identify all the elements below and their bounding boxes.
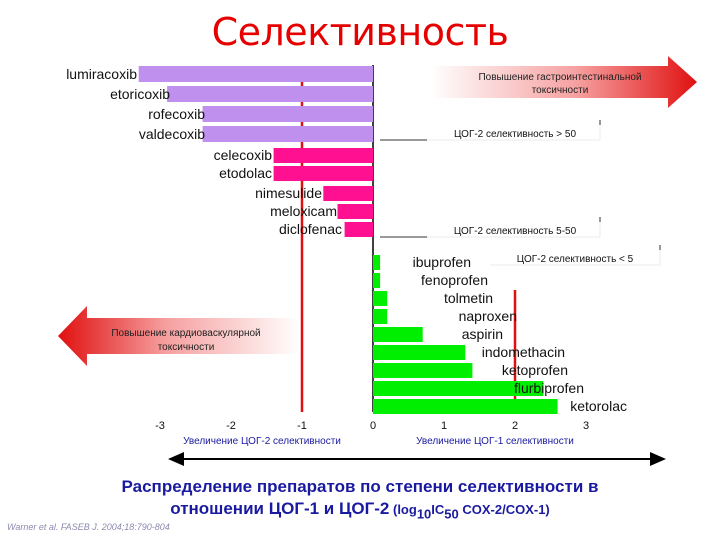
caption-formula-ratio: COX-2/COX-1) xyxy=(458,502,550,517)
x-tick-label-3: 0 xyxy=(370,420,376,432)
caption-line-1: Распределение препаратов по степени селе… xyxy=(121,477,599,496)
bar-etodolac xyxy=(273,166,373,181)
reference: Warner et al. FASEB J. 2004;18:790-804 xyxy=(7,522,170,532)
bar-label-etodolac: etodolac xyxy=(219,165,272,181)
group-label-1: ЦОГ-2 селективность 5-50 xyxy=(454,226,577,237)
caption-formula-ic: IC xyxy=(431,502,445,517)
x-tick-label-5: 2 xyxy=(512,420,518,432)
caption-line-2: отношении ЦОГ-1 и ЦОГ-2 (log10IC50 COX-2… xyxy=(0,499,720,521)
gi-toxicity-label-1: Повышение гастроинтестинальной xyxy=(478,72,641,83)
bar-label-aspirin: aspirin xyxy=(462,326,503,342)
bar-meloxicam xyxy=(337,204,373,219)
bar-nimesulide xyxy=(323,186,373,201)
bar-aspirin xyxy=(373,327,423,342)
bar-label-rofecoxib: rofecoxib xyxy=(148,106,205,122)
cv-toxicity-label-1: Повышение кардиоваскулярной xyxy=(111,328,260,339)
x-axis-arrowhead-right xyxy=(650,452,666,466)
gi-toxicity-arrow xyxy=(430,56,697,108)
bar-label-ketorolac: ketorolac xyxy=(570,398,627,414)
bar-label-naproxen: naproxen xyxy=(459,308,517,324)
bar-rofecoxib xyxy=(202,106,373,122)
bar-lumiracoxib xyxy=(138,66,373,82)
bar-label-diclofenac: diclofenac xyxy=(279,221,342,237)
group-label-2: ЦОГ-2 селективность < 5 xyxy=(517,254,634,265)
bar-indomethacin xyxy=(373,345,466,360)
bar-label-tolmetin: tolmetin xyxy=(444,290,493,306)
bar-ibuprofen xyxy=(373,255,381,270)
bar-label-lumiracoxib: lumiracoxib xyxy=(66,66,137,82)
caption-sub-50: 50 xyxy=(444,506,459,522)
bar-label-meloxicam: meloxicam xyxy=(270,203,337,219)
bar-label-valdecoxib: valdecoxib xyxy=(139,126,205,142)
group-label-bg-2 xyxy=(487,250,663,266)
caption-formula-a: (log xyxy=(389,502,417,517)
x-tick-label-6: 3 xyxy=(583,420,589,432)
bar-label-etoricoxib: etoricoxib xyxy=(110,86,170,102)
bar-naproxen xyxy=(373,309,388,324)
group-label-bg-1 xyxy=(427,222,603,238)
gi-toxicity-label-2: токсичности xyxy=(532,85,589,96)
caption-sub-10: 10 xyxy=(416,506,432,522)
caption-line-2-main: отношении ЦОГ-1 и ЦОГ-2 xyxy=(170,499,390,518)
bar-diclofenac xyxy=(344,222,373,237)
bar-label-flurbiprofen: flurbiprofen xyxy=(514,380,584,396)
bar-ketoprofen xyxy=(373,363,473,378)
bar-label-ibuprofen: ibuprofen xyxy=(413,254,471,270)
group-label-bg-0 xyxy=(427,125,603,141)
bar-label-fenoprofen: fenoprofen xyxy=(421,272,488,288)
x-tick-label-4: 1 xyxy=(441,420,447,432)
bar-label-indomethacin: indomethacin xyxy=(482,344,565,360)
bar-etoricoxib xyxy=(167,86,373,102)
bar-label-ketoprofen: ketoprofen xyxy=(502,362,568,378)
bar-tolmetin xyxy=(373,291,388,306)
group-label-0: ЦОГ-2 селективность > 50 xyxy=(454,129,576,140)
x-axis-arrowhead-left xyxy=(168,452,184,466)
slide-title: Селективность xyxy=(211,10,509,54)
x-axis-label-right: Увеличение ЦОГ-1 селективности xyxy=(416,436,574,447)
cv-toxicity-arrow xyxy=(58,306,300,366)
bar-label-nimesulide: nimesulide xyxy=(255,185,322,201)
bar-fenoprofen xyxy=(373,273,381,288)
bar-celecoxib xyxy=(273,148,373,163)
bar-flurbiprofen xyxy=(373,381,544,396)
x-tick-label-2: -1 xyxy=(297,420,307,432)
bar-valdecoxib xyxy=(202,126,373,142)
x-tick-label-0: -3 xyxy=(155,420,165,432)
x-tick-label-1: -2 xyxy=(226,420,236,432)
cv-toxicity-label-2: токсичности xyxy=(158,342,215,353)
x-axis-label-left: Увеличение ЦОГ-2 селективности xyxy=(183,436,341,447)
bar-ketorolac xyxy=(373,399,558,414)
bar-label-celecoxib: celecoxib xyxy=(214,147,273,163)
